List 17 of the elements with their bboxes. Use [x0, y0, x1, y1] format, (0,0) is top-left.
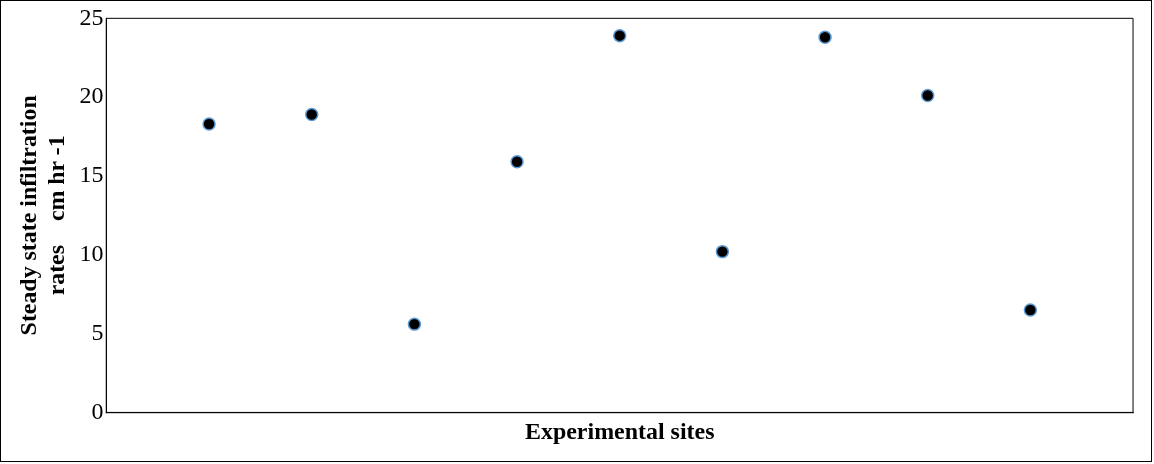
point [1023, 303, 1038, 317]
point [920, 88, 935, 103]
y-axis-title: Steady state infiltration rates cm hr -1 [14, 95, 70, 336]
y-tick-label: 5 [91, 318, 104, 345]
y-tick-label: 15 [79, 161, 104, 188]
y-tick-label: 0 [91, 397, 104, 424]
point [612, 28, 627, 43]
point [818, 30, 832, 44]
point [510, 155, 524, 169]
point [305, 107, 319, 122]
point [715, 244, 730, 259]
point [407, 317, 422, 331]
y-tick-label: 10 [79, 240, 104, 267]
point [202, 117, 216, 131]
x-axis-title: Experimental sites [524, 417, 715, 444]
y-tick-label: 20 [79, 82, 104, 109]
y-tick-label: 25 [79, 3, 104, 30]
